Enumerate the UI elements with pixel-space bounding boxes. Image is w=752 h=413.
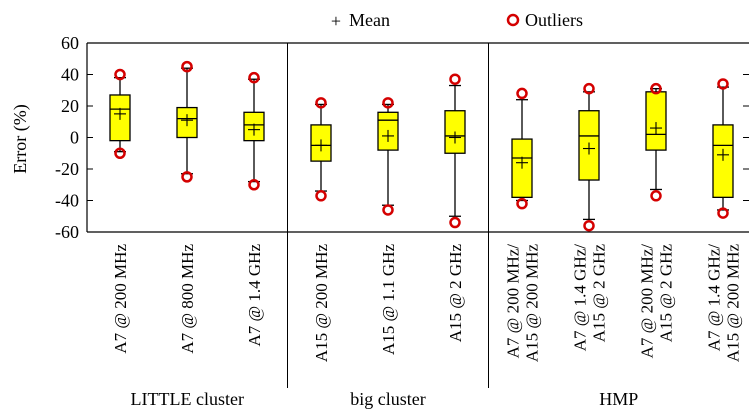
outlier-point [516, 197, 528, 210]
box [645, 91, 667, 151]
x-tick-label: A15 @ 2 GHz [446, 244, 465, 343]
legend-outlier-marker [506, 13, 520, 27]
outlier-point [248, 179, 260, 191]
outlier-point [382, 204, 394, 216]
y-tick-label: 0 [70, 128, 79, 148]
outlier-point [583, 219, 595, 232]
outlier-point [516, 87, 528, 100]
outlier-point [248, 71, 260, 84]
outlier-point [382, 97, 394, 109]
legend: + Mean Outliers [331, 10, 583, 31]
y-tick-label: 60 [61, 33, 79, 53]
outlier-point [650, 190, 662, 202]
y-tick-label: 40 [61, 65, 79, 85]
x-tick-label: A7 @ 1.4 GHz/ [705, 244, 724, 352]
x-tick-label: A15 @ 2 GHz [657, 244, 676, 343]
x-tick-label: A15 @ 2 GHz [590, 244, 609, 343]
outlier-point [717, 207, 729, 219]
group-label: HMP [599, 389, 638, 409]
x-tick-label: A7 @ 800 MHz [178, 244, 197, 354]
legend-outlier-label: Outliers [525, 10, 583, 30]
x-tick-label: A15 @ 200 MHz [312, 244, 331, 363]
group-label: LITTLE cluster [131, 389, 244, 409]
outlier-point [650, 82, 662, 95]
legend-mean-marker: + [331, 11, 341, 31]
group-label: big cluster [350, 389, 425, 409]
outlier-point [181, 171, 193, 183]
x-tick-label: A7 @ 1.4 GHz/ [571, 244, 590, 352]
outlier-point [315, 190, 327, 202]
outlier-point [449, 216, 461, 229]
outlier-point [114, 68, 126, 81]
legend-mean-label: Mean [349, 10, 390, 30]
y-tick-label: -40 [55, 191, 79, 211]
x-tick-label: A7 @ 200 MHz [111, 244, 130, 354]
y-tick-label: -20 [55, 159, 79, 179]
outlier-point [181, 60, 193, 73]
y-tick-label: -60 [55, 222, 79, 242]
x-tick-label: A15 @ 200 MHz [724, 244, 743, 363]
y-axis-label: Error (%) [10, 104, 31, 173]
box [712, 124, 734, 198]
plot-area: -60 -40 -20 0 20 40 60 A7 @ 200 MHz A7 @ 800 MHz… [55, 33, 749, 409]
outlier-point [449, 73, 461, 85]
x-tick-label: A15 @ 1.1 GHz [379, 244, 398, 355]
x-tick-label: A7 @ 200 MHz/ [638, 244, 657, 359]
outlier-point [583, 82, 595, 95]
outlier-point [717, 78, 729, 90]
outlier-point [315, 97, 327, 109]
outlier-point [114, 147, 126, 159]
x-tick-label: A7 @ 1.4 GHz [245, 244, 264, 347]
x-tick-label: A15 @ 200 MHz [523, 244, 542, 363]
x-tick-label: A7 @ 200 MHz/ [504, 244, 523, 359]
y-tick-label: 20 [61, 96, 79, 116]
